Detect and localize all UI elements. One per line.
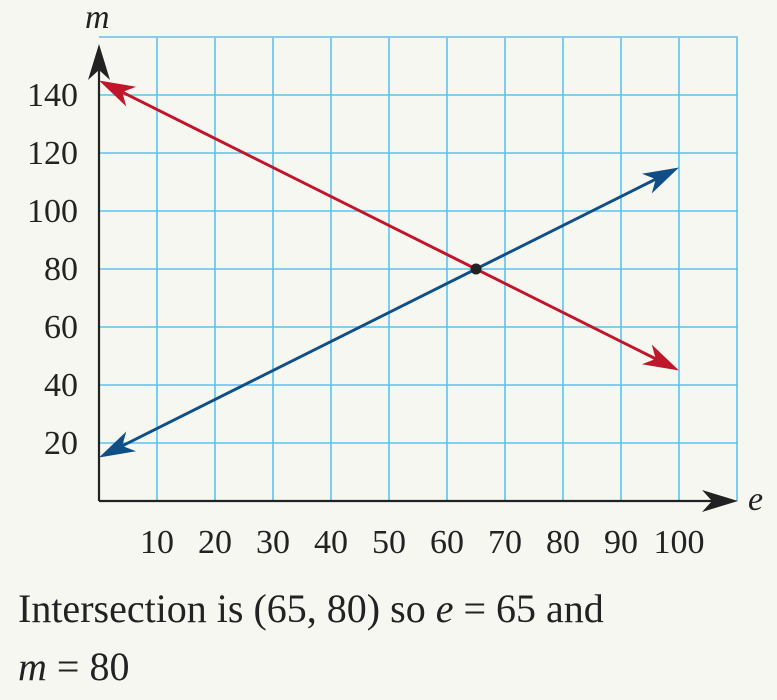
caption-var-m: m [18,644,47,689]
series-group [99,80,679,458]
x-tick-label-100: 100 [654,524,705,561]
y-tick-label-60: 60 [44,309,78,346]
x-tick-label-70: 70 [488,524,522,561]
series-2-start-arrow-icon [99,431,137,458]
x-tick-label-90: 90 [604,524,638,561]
y-tick-label-140: 140 [27,77,78,114]
caption-text-3: = 80 [46,644,130,689]
y-tick-label-100: 100 [27,193,78,230]
series-line-2 [121,177,657,448]
y-tick-label-80: 80 [44,251,78,288]
y-axis-label: m [85,0,110,36]
x-tick-label-60: 60 [430,524,464,561]
tick-labels: 10 20 30 40 50 60 70 80 90 100 20 40 60 80 100 120 140 [27,77,705,561]
chart: 10 20 30 40 50 60 70 80 90 100 20 40 60 80 100 120 140 e… [27,0,763,561]
series-line-1 [121,90,657,361]
x-tick-label-30: 30 [256,524,290,561]
y-tick-label-40: 40 [44,367,78,404]
points-group [470,263,482,275]
x-tick-label-40: 40 [314,524,348,561]
caption: Intersection is (65, 80) so e = 65 and m… [18,580,768,696]
y-tick-label-120: 120 [27,135,78,172]
caption-var-e: e [435,586,454,631]
series-2-end-arrow-icon [641,167,679,194]
caption-text-1: Intersection is (65, 80) so [18,586,436,631]
intersection-point-1 [470,263,482,275]
series-1-end-arrow-icon [641,344,679,371]
x-tick-label-20: 20 [198,524,232,561]
y-axis-arrow-icon [88,44,110,80]
y-tick-label-20: 20 [44,425,78,462]
x-tick-label-50: 50 [372,524,406,561]
axes [88,44,738,512]
series-1-start-arrow-icon [99,80,137,107]
x-tick-label-80: 80 [546,524,580,561]
grid [99,36,738,501]
caption-text-2: = 65 and [453,586,604,631]
x-tick-label-10: 10 [140,524,174,561]
x-axis-label: e [748,481,763,518]
x-axis-arrow-icon [702,490,738,512]
